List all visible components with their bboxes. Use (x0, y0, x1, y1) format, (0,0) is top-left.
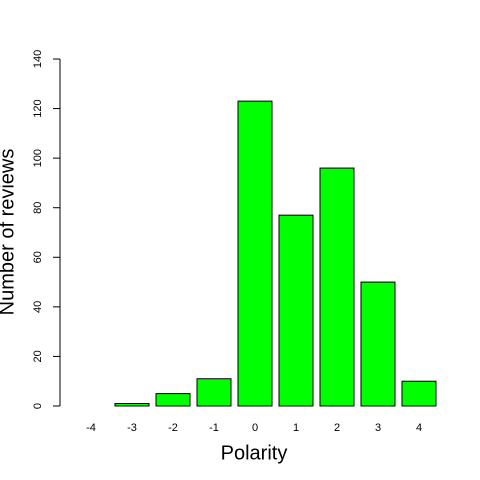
y-tick-label: 80 (32, 202, 44, 214)
x-axis-title: Polarity (221, 442, 288, 464)
bar (360, 281, 396, 407)
bar (155, 393, 191, 407)
x-tick-label: -1 (209, 422, 219, 434)
bar (278, 214, 314, 407)
y-tick-label: 100 (32, 149, 44, 167)
x-tick-label: 2 (334, 422, 340, 434)
y-tick-label: 60 (32, 251, 44, 263)
bar (196, 378, 232, 407)
y-tick-label: 20 (32, 350, 44, 362)
bar (319, 167, 355, 407)
x-tick-label: 4 (416, 422, 422, 434)
y-tick-label: 0 (32, 403, 44, 409)
y-tick-label: 40 (32, 301, 44, 313)
x-tick-label: -3 (127, 422, 137, 434)
x-tick-label: 0 (252, 422, 258, 434)
y-tick-label: 140 (32, 50, 44, 68)
x-tick-label: 3 (375, 422, 381, 434)
x-tick-label: -4 (86, 422, 96, 434)
bar (114, 403, 150, 407)
x-tick-label: -2 (168, 422, 178, 434)
bar (401, 380, 437, 407)
y-tick-label: 120 (32, 99, 44, 117)
bar (237, 100, 273, 407)
x-tick-label: 1 (293, 422, 299, 434)
y-axis-title: Number of reviews (0, 149, 18, 316)
